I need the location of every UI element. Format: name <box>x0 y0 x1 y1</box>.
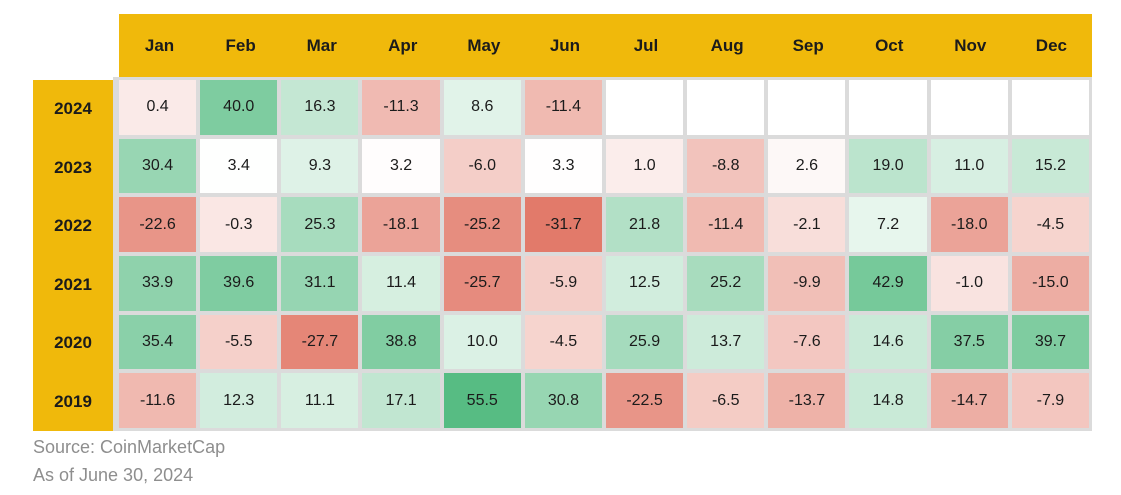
heatmap-cell-2021-aug: 25.2 <box>687 256 765 311</box>
heatmap-cell-2024-oct <box>849 80 927 135</box>
heatmap-cell-2022-aug: -11.4 <box>687 197 765 252</box>
heatmap-cell-2020-mar: -27.7 <box>281 314 359 370</box>
heatmap-cell-2024-nov <box>930 80 1008 135</box>
heatmap-cell-2019-jul: -22.5 <box>605 373 684 428</box>
heatmap-cell-2019-oct: 14.8 <box>849 373 927 428</box>
heatmap-cell-2024-aug <box>687 80 765 135</box>
heatmap-cell-2021-mar: 31.1 <box>281 256 359 311</box>
heatmap-cell-2024-dec <box>1011 80 1089 135</box>
month-header-jul: Jul <box>633 35 659 55</box>
heatmap-cell-2022-nov: -18.0 <box>930 197 1008 252</box>
as-of-label: As of June 30, 2024 <box>33 465 194 485</box>
heatmap-cell-2020-jun: -4.5 <box>524 314 602 370</box>
heatmap-cell-2022-mar: 25.3 <box>281 197 359 252</box>
heatmap-cell-2023-jun: 3.3 <box>524 138 602 194</box>
heatmap-cell-2022-jun: -31.7 <box>524 197 602 252</box>
year-label-2021: 2021 <box>54 274 92 294</box>
heatmap-cell-2024-sep <box>768 80 846 135</box>
heatmap-cell-2021-feb: 39.6 <box>200 256 278 311</box>
heatmap-cell-2019-feb: 12.3 <box>200 373 278 428</box>
heatmap-cell-2024-jan: 0.4 <box>119 80 197 135</box>
heatmap-cell-2020-feb: -5.5 <box>200 314 278 370</box>
heatmap-cell-2024-may: 8.6 <box>443 80 521 135</box>
heatmap-cell-2023-dec: 15.2 <box>1011 138 1089 194</box>
month-header-mar: Mar <box>306 35 337 55</box>
heatmap-cell-2020-nov: 37.5 <box>930 314 1008 370</box>
heatmap-grid: 0.4 40.0 16.3 -11.3 8.6 -11.4 30.4 3.4 9.3 3.2 -6.… <box>113 77 1092 431</box>
year-label-2020: 2020 <box>54 333 92 353</box>
heatmap-cell-2021-nov: -1.0 <box>930 256 1008 311</box>
heatmap-cell-2021-jul: 12.5 <box>605 256 684 311</box>
heatmap-cell-2021-may: -25.7 <box>443 256 521 311</box>
heatmap-cell-2022-sep: -2.1 <box>768 197 846 252</box>
footer: Source: CoinMarketCap As of June 30, 202… <box>33 433 225 489</box>
heatmap-cell-2020-may: 10.0 <box>443 314 521 370</box>
heatmap-cell-2019-apr: 17.1 <box>362 373 440 428</box>
heatmap-cell-2019-jan: -11.6 <box>119 373 197 428</box>
heatmap-cell-2021-sep: -9.9 <box>768 256 846 311</box>
heatmap-cell-2020-jul: 25.9 <box>605 314 684 370</box>
year-label-2024: 2024 <box>54 99 92 119</box>
month-header-oct: Oct <box>875 35 904 55</box>
heatmap-cell-2019-may: 55.5 <box>443 373 521 428</box>
monthly-returns-heatmap: Jan Feb Mar Apr May Jun Jul Aug Sep Oct Nov Dec 202… <box>33 14 1092 431</box>
heatmap-cell-2023-feb: 3.4 <box>200 138 278 194</box>
year-label-2019: 2019 <box>54 391 92 411</box>
year-column: 2024 2023 2022 2021 2020 2019 <box>33 80 113 431</box>
heatmap-cell-2020-apr: 38.8 <box>362 314 440 370</box>
heatmap-cell-2023-aug: -8.8 <box>687 138 765 194</box>
heatmap-cell-2020-oct: 14.6 <box>849 314 927 370</box>
month-header-aug: Aug <box>710 35 744 55</box>
heatmap-cell-2023-mar: 9.3 <box>281 138 359 194</box>
heatmap-cell-2021-jan: 33.9 <box>119 256 197 311</box>
heatmap-cell-2021-dec: -15.0 <box>1011 256 1089 311</box>
month-header-sep: Sep <box>792 35 824 55</box>
heatmap-cell-2020-aug: 13.7 <box>687 314 765 370</box>
heatmap-cell-2024-jul <box>605 80 684 135</box>
month-header-apr: Apr <box>388 35 418 55</box>
heatmap-cell-2023-apr: 3.2 <box>362 138 440 194</box>
heatmap-cell-2022-may: -25.2 <box>443 197 521 252</box>
heatmap-cell-2019-nov: -14.7 <box>930 373 1008 428</box>
heatmap-cell-2022-dec: -4.5 <box>1011 197 1089 252</box>
heatmap-cell-2021-apr: 11.4 <box>362 256 440 311</box>
year-label-2023: 2023 <box>54 157 92 177</box>
heatmap-cell-2019-dec: -7.9 <box>1011 373 1089 428</box>
month-header-may: May <box>467 35 501 55</box>
heatmap-cell-2019-jun: 30.8 <box>524 373 602 428</box>
heatmap-cell-2020-sep: -7.6 <box>768 314 846 370</box>
heatmap-cell-2019-aug: -6.5 <box>687 373 765 428</box>
year-label-2022: 2022 <box>54 216 92 236</box>
month-header-jun: Jun <box>549 35 581 55</box>
month-header-dec: Dec <box>1035 35 1067 55</box>
heatmap-cell-2022-oct: 7.2 <box>849 197 927 252</box>
month-header-row: Jan Feb Mar Apr May Jun Jul Aug Sep Oct Nov Dec <box>119 14 1092 77</box>
heatmap-cell-2019-mar: 11.1 <box>281 373 359 428</box>
source-label: Source: CoinMarketCap <box>33 437 226 457</box>
heatmap-cell-2023-nov: 11.0 <box>930 138 1008 194</box>
month-header-nov: Nov <box>954 35 987 55</box>
month-header-feb: Feb <box>225 35 256 55</box>
heatmap-cell-2023-sep: 2.6 <box>768 138 846 194</box>
heatmap-cell-2024-feb: 40.0 <box>200 80 278 135</box>
heatmap-cell-2023-may: -6.0 <box>443 138 521 194</box>
month-header-jan: Jan <box>144 35 175 55</box>
heatmap-cell-2021-oct: 42.9 <box>849 256 927 311</box>
heatmap-cell-2023-jul: 1.0 <box>605 138 684 194</box>
heatmap-cell-2022-jul: 21.8 <box>605 197 684 252</box>
heatmap-cell-2022-feb: -0.3 <box>200 197 278 252</box>
heatmap-cell-2022-jan: -22.6 <box>119 197 197 252</box>
heatmap-cell-2019-sep: -13.7 <box>768 373 846 428</box>
heatmap-cell-2024-mar: 16.3 <box>281 80 359 135</box>
heatmap-cell-2020-jan: 35.4 <box>119 314 197 370</box>
heatmap-cell-2020-dec: 39.7 <box>1011 314 1089 370</box>
heatmap-cell-2021-jun: -5.9 <box>524 256 602 311</box>
heatmap-cell-2022-apr: -18.1 <box>362 197 440 252</box>
heatmap-cell-2023-oct: 19.0 <box>849 138 927 194</box>
heatmap-cell-2024-apr: -11.3 <box>362 80 440 135</box>
heatmap-cell-2024-jun: -11.4 <box>524 80 602 135</box>
heatmap-cell-2023-jan: 30.4 <box>119 138 197 194</box>
